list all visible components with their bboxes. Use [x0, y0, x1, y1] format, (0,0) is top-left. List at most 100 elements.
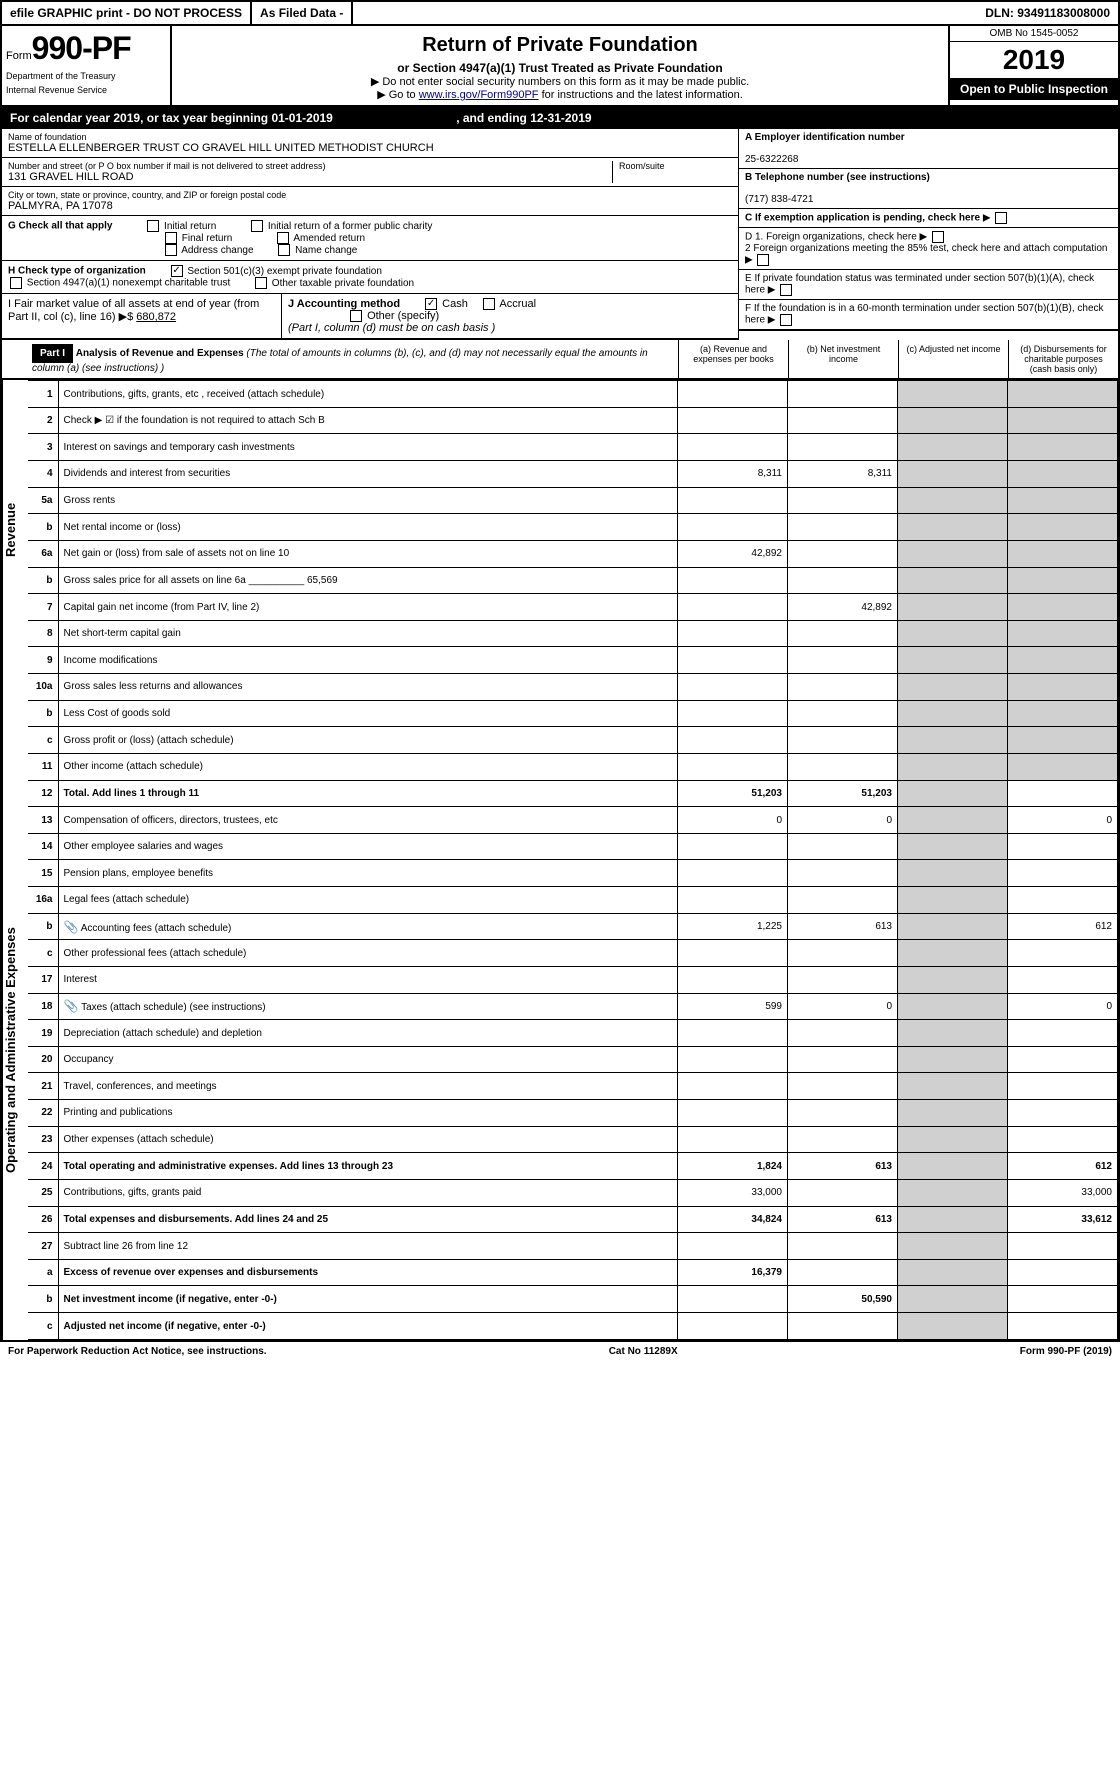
chk-d1[interactable] — [932, 231, 944, 243]
chk-501c3[interactable] — [171, 265, 183, 277]
row-desc: Travel, conferences, and meetings — [58, 1073, 678, 1100]
row-desc: Other income (attach schedule) — [58, 753, 678, 780]
name-label: Name of foundation — [8, 132, 732, 142]
row-desc: Income modifications — [58, 647, 678, 674]
col-c-value — [898, 1259, 1008, 1286]
form-title: Return of Private Foundation — [182, 34, 938, 57]
col-b-value — [788, 940, 898, 967]
col-b-value — [788, 1073, 898, 1100]
col-c-value — [898, 993, 1008, 1020]
chk-cash[interactable] — [425, 298, 437, 310]
col-b-value — [788, 1100, 898, 1127]
row-desc: Legal fees (attach schedule) — [58, 887, 678, 914]
col-b-header: (b) Net investment income — [788, 340, 898, 378]
d1-label: D 1. Foreign organizations, check here — [745, 232, 917, 243]
section-h: H Check type of organization Section 501… — [2, 261, 738, 294]
col-d-value: 33,000 — [1008, 1179, 1118, 1206]
col-b-value: 613 — [788, 1153, 898, 1180]
col-a-value — [678, 727, 788, 754]
col-a-value — [678, 966, 788, 993]
col-d-value — [1008, 887, 1118, 914]
row-desc: Interest — [58, 966, 678, 993]
col-d-value — [1008, 540, 1118, 567]
j-other: Other (specify) — [367, 310, 439, 322]
chk-accrual[interactable] — [483, 298, 495, 310]
instr2-pre: ▶ Go to — [377, 89, 418, 101]
row-number: c — [28, 940, 58, 967]
row-number: 19 — [28, 1020, 58, 1047]
col-d-value — [1008, 487, 1118, 514]
e-cell: E If private foundation status was termi… — [739, 270, 1118, 300]
b-label: B Telephone number (see instructions) — [745, 172, 930, 183]
table-row: bLess Cost of goods sold — [28, 700, 1118, 727]
attachment-icon[interactable]: 📎 — [64, 920, 79, 934]
col-c-value — [898, 940, 1008, 967]
table-row: 16aLegal fees (attach schedule) — [28, 887, 1118, 914]
year-column: OMB No 1545-0052 2019 Open to Public Ins… — [948, 26, 1118, 105]
table-row: 20Occupancy — [28, 1046, 1118, 1073]
city-label: City or town, state or province, country… — [8, 190, 732, 200]
table-row: 17Interest — [28, 966, 1118, 993]
chk-c[interactable] — [995, 212, 1007, 224]
c-cell: C If exemption application is pending, c… — [739, 209, 1118, 228]
col-c-value — [898, 966, 1008, 993]
col-d-value: 612 — [1008, 913, 1118, 940]
col-a-value: 1,824 — [678, 1153, 788, 1180]
chk-d2[interactable] — [757, 254, 769, 266]
col-b-value — [788, 487, 898, 514]
row-number: c — [28, 727, 58, 754]
chk-other-taxable[interactable] — [255, 277, 267, 289]
chk-address-change[interactable] — [165, 244, 177, 256]
chk-4947[interactable] — [10, 277, 22, 289]
expenses-label: Operating and Administrative Expenses — [2, 860, 28, 1340]
row-number: 21 — [28, 1073, 58, 1100]
row-desc: Pension plans, employee benefits — [58, 860, 678, 887]
col-a-value: 42,892 — [678, 540, 788, 567]
row-number: b — [28, 514, 58, 541]
section-i: I Fair market value of all assets at end… — [2, 294, 282, 338]
col-c-value — [898, 407, 1008, 434]
col-d-value — [1008, 1233, 1118, 1260]
ein-value: 25-6322268 — [745, 154, 798, 165]
instr2-post: for instructions and the latest informat… — [539, 89, 743, 101]
part1-header-row: Part I Analysis of Revenue and Expenses … — [2, 340, 1118, 380]
col-c-value — [898, 1046, 1008, 1073]
row-number: 24 — [28, 1153, 58, 1180]
irs-link[interactable]: www.irs.gov/Form990PF — [419, 89, 539, 101]
i-label: I Fair market value of all assets at end… — [8, 298, 259, 323]
table-row: 3Interest on savings and temporary cash … — [28, 434, 1118, 461]
col-b-value: 42,892 — [788, 594, 898, 621]
col-c-value — [898, 594, 1008, 621]
f-cell: F If the foundation is in a 60-month ter… — [739, 300, 1118, 331]
chk-initial-return[interactable] — [147, 220, 159, 232]
chk-f[interactable] — [780, 314, 792, 326]
col-b-value — [788, 407, 898, 434]
col-b-value — [788, 1126, 898, 1153]
d-cell: D 1. Foreign organizations, check here ▶… — [739, 228, 1118, 270]
chk-other-method[interactable] — [350, 310, 362, 322]
col-c-value — [898, 780, 1008, 807]
chk-name-change[interactable] — [278, 244, 290, 256]
col-a-value — [678, 1073, 788, 1100]
col-d-value: 33,612 — [1008, 1206, 1118, 1233]
attachment-icon[interactable]: 📎 — [64, 999, 79, 1013]
table-row: cGross profit or (loss) (attach schedule… — [28, 727, 1118, 754]
col-d-value — [1008, 434, 1118, 461]
main-table-wrap: Revenue Operating and Administrative Exp… — [2, 380, 1118, 1340]
col-b-value — [788, 1259, 898, 1286]
col-b-value — [788, 381, 898, 408]
col-d-value — [1008, 966, 1118, 993]
phone-cell: B Telephone number (see instructions) (7… — [739, 169, 1118, 209]
chk-final-return[interactable] — [165, 232, 177, 244]
g-opt-0: Initial return — [164, 221, 216, 232]
col-c-value — [898, 887, 1008, 914]
g-opt-5: Name change — [295, 245, 357, 256]
part1-desc: Part I Analysis of Revenue and Expenses … — [28, 340, 678, 378]
col-b-value — [788, 514, 898, 541]
room-label: Room/suite — [619, 161, 732, 171]
chk-e[interactable] — [780, 284, 792, 296]
calendar-year-row: For calendar year 2019, or tax year begi… — [2, 107, 1118, 129]
chk-amended[interactable] — [277, 232, 289, 244]
col-d-value: 0 — [1008, 807, 1118, 834]
chk-initial-former[interactable] — [251, 220, 263, 232]
